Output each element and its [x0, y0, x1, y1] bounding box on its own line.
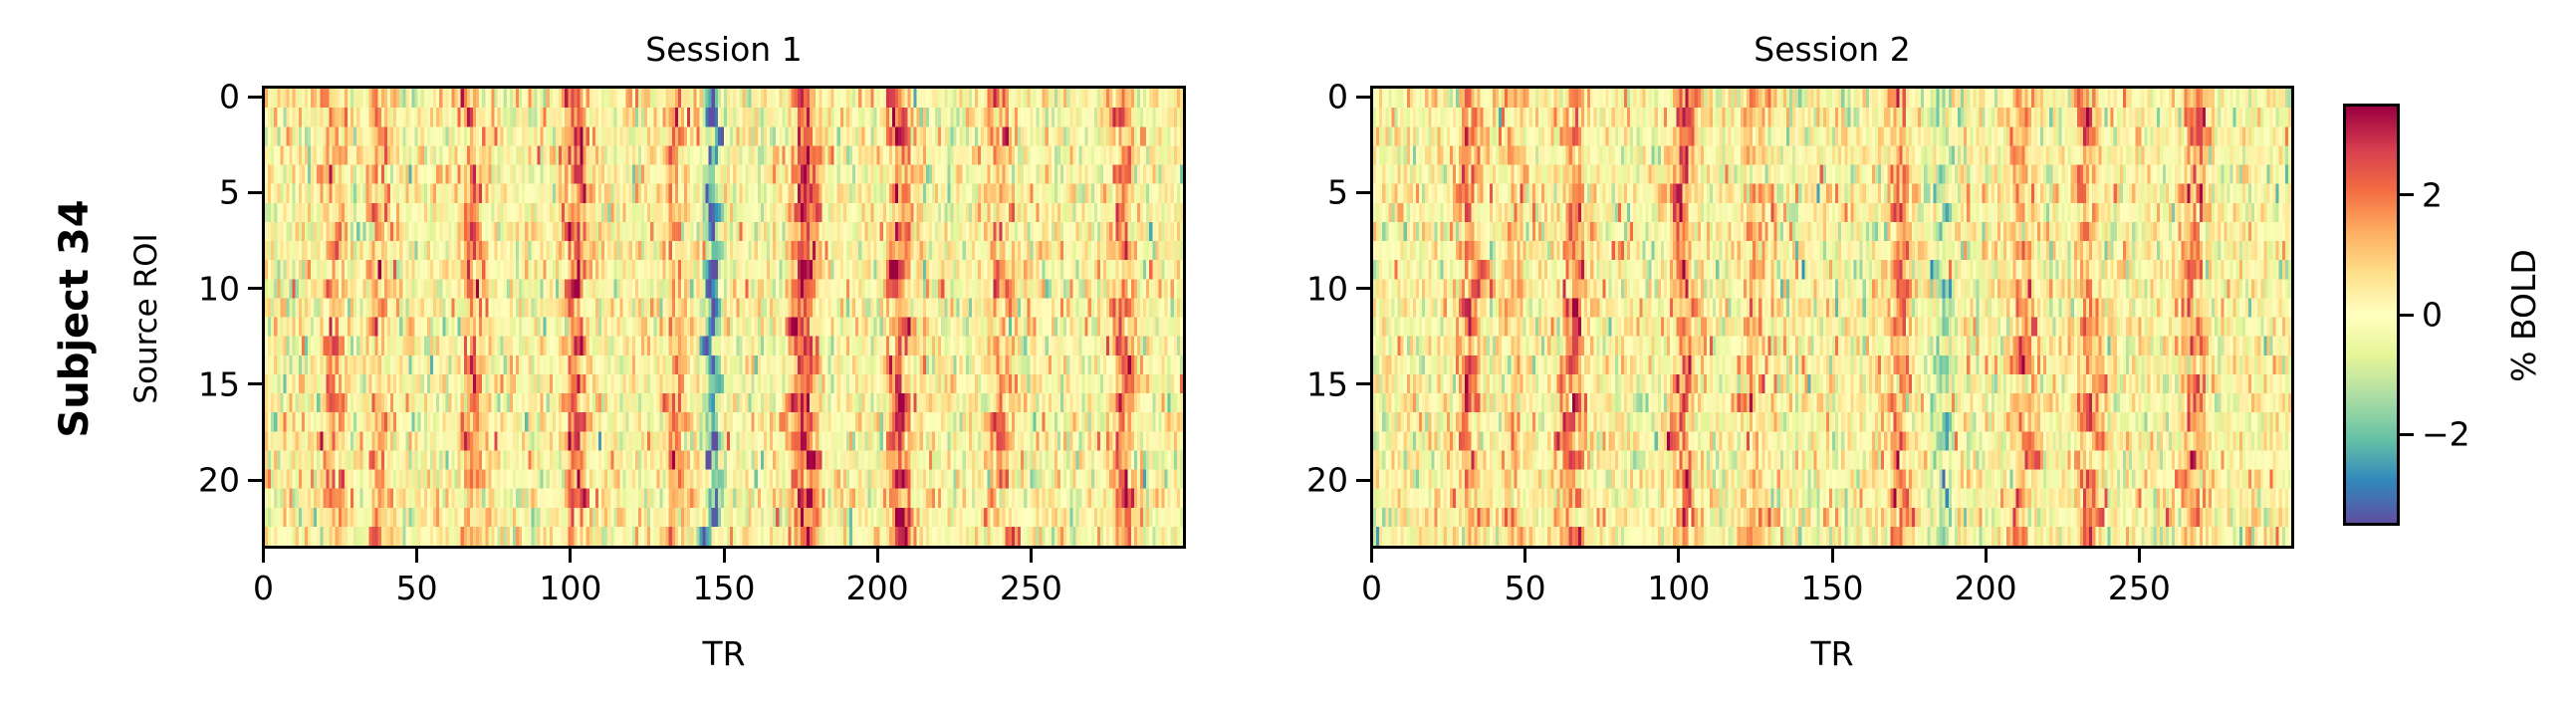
y-tick-label: 20	[198, 460, 240, 500]
x-tick	[1029, 549, 1033, 563]
heatmap-canvas	[265, 89, 1183, 546]
x-tick-label: 0	[253, 569, 274, 607]
y-tick	[248, 190, 262, 194]
y-tick	[1356, 95, 1370, 99]
y-tick	[248, 478, 262, 482]
x-tick-label: 100	[539, 569, 602, 607]
x-tick-label: 200	[1954, 569, 2017, 607]
x-tick-label: 150	[1800, 569, 1864, 607]
x-tick	[722, 549, 726, 563]
colorbar-tick-label: 2	[2422, 175, 2443, 215]
x-tick	[1370, 549, 1373, 563]
x-tick-label: 100	[1647, 569, 1711, 607]
subject-label: Subject 34	[52, 199, 98, 438]
x-axis-label-session-2: TR	[1810, 634, 1854, 673]
x-tick	[1523, 549, 1527, 563]
y-tick	[248, 95, 262, 99]
panel-title-session-1: Session 1	[645, 30, 803, 69]
y-tick	[1356, 478, 1370, 482]
y-tick-label: 10	[1306, 269, 1348, 309]
x-axis-label-session-1: TR	[702, 634, 746, 673]
colorbar	[2343, 104, 2400, 526]
heatmap-session-1	[262, 86, 1186, 549]
colorbar-tick	[2400, 193, 2414, 197]
heatmap-session-2	[1370, 86, 2294, 549]
x-tick-label: 50	[1504, 569, 1546, 607]
x-tick	[415, 549, 419, 563]
y-tick-label: 5	[219, 172, 240, 212]
x-tick	[569, 549, 573, 563]
x-tick-label: 250	[999, 569, 1062, 607]
y-tick	[1356, 382, 1370, 386]
y-tick	[248, 382, 262, 386]
x-tick	[1830, 549, 1834, 563]
heatmap-canvas	[1373, 89, 2291, 546]
x-tick	[262, 549, 265, 563]
x-tick-label: 50	[395, 569, 438, 607]
y-tick	[1356, 190, 1370, 194]
colorbar-tick-label: 0	[2422, 295, 2443, 335]
x-tick-label: 200	[845, 569, 909, 607]
y-axis-label: Source ROI	[128, 233, 164, 404]
y-tick-label: 0	[1327, 77, 1348, 117]
y-tick-label: 15	[198, 364, 240, 404]
colorbar-tick-label: −2	[2422, 414, 2470, 454]
x-tick	[1677, 549, 1681, 563]
y-tick-label: 10	[198, 269, 240, 309]
colorbar-gradient	[2346, 107, 2397, 523]
y-tick	[1356, 287, 1370, 291]
colorbar-tick	[2400, 432, 2414, 436]
y-tick	[248, 287, 262, 291]
panel-title-session-2: Session 2	[1754, 30, 1911, 69]
y-tick-label: 20	[1306, 460, 1348, 500]
x-tick-label: 250	[2107, 569, 2171, 607]
colorbar-tick	[2400, 313, 2414, 317]
x-tick	[2137, 549, 2141, 563]
colorbar-label: % BOLD	[2504, 249, 2543, 382]
y-tick-label: 15	[1306, 364, 1348, 404]
y-tick-label: 0	[219, 77, 240, 117]
x-tick-label: 0	[1361, 569, 1382, 607]
x-tick-label: 150	[692, 569, 756, 607]
x-tick	[1984, 549, 1988, 563]
y-tick-label: 5	[1327, 172, 1348, 212]
x-tick	[875, 549, 879, 563]
